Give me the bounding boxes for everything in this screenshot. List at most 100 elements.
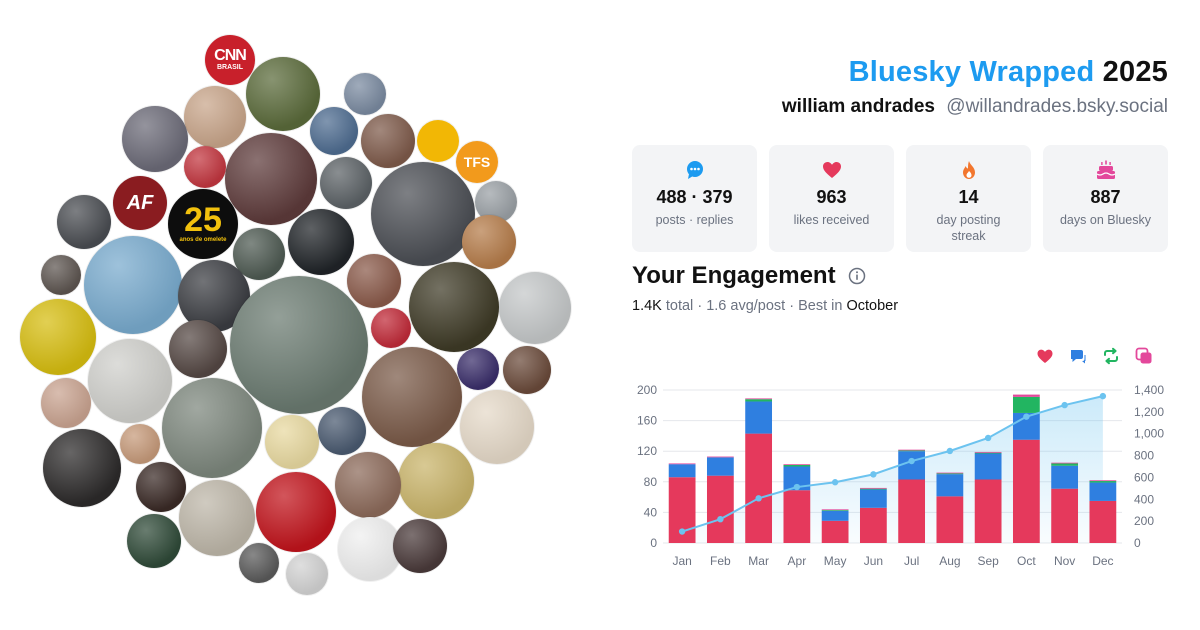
x-tick-label: Jan <box>672 554 691 568</box>
year-label: 2025 <box>1102 56 1168 88</box>
avatar-bubble <box>136 462 186 512</box>
total-word: total <box>665 298 694 314</box>
bar-segment-replies <box>936 474 964 497</box>
bar-segment-reposts <box>974 452 1002 454</box>
bar-segment-quotes <box>859 487 887 489</box>
avatar-bubble <box>20 299 96 375</box>
best-prefix: Best in <box>798 298 843 314</box>
bar-segment-quotes <box>898 449 926 451</box>
stat-card-likes: 963 likes received <box>769 145 894 252</box>
bar-segment-replies <box>783 466 811 491</box>
avatar-bubble <box>457 348 499 390</box>
avatar-bubble <box>347 254 401 308</box>
cumulative-point <box>717 515 724 523</box>
stat-value: 963 <box>816 187 847 207</box>
avatar-bubble <box>84 236 182 334</box>
cumulative-point <box>793 483 801 491</box>
cnn-logo-subtext: BRASIL <box>216 64 244 72</box>
bar-segment-likes <box>936 496 964 543</box>
avatar-bubble <box>233 228 285 280</box>
engagement-chart: 0 40 80 120 160 200 0 200 400 600 800 1,000 1,200 1,4… <box>637 383 1164 568</box>
display-name: william andrades <box>781 96 936 117</box>
bar-segment-replies <box>859 489 887 508</box>
avatar-bubble <box>225 133 317 225</box>
avatar-bubble <box>320 157 372 209</box>
avatar-bubble <box>239 543 279 583</box>
section-title-text: Your Engagement <box>632 262 836 289</box>
heart-icon[interactable] <box>1036 347 1054 365</box>
bar-segment-quotes <box>706 456 734 458</box>
bar-segment-reposts <box>745 399 773 402</box>
bar-segment-likes <box>974 479 1002 543</box>
repost-icon[interactable] <box>1102 347 1120 365</box>
user-line: william andrades @willandrades.bsky.soci… <box>782 96 1168 118</box>
bar-segment-quotes <box>821 509 849 511</box>
x-tick-label: Feb <box>710 554 731 568</box>
user-handle: @willandrades.bsky.social <box>946 96 1168 117</box>
avatar-bubble <box>246 57 320 131</box>
bar-segment-reposts <box>783 464 811 467</box>
y-right-tick-label: 1,000 <box>1134 427 1164 441</box>
stat-card-streak: 14 day posting streak <box>906 145 1031 252</box>
avatar-bubble <box>179 480 255 556</box>
avatar-bubble <box>120 424 160 464</box>
x-tick-label: Apr <box>788 554 807 568</box>
y-right-tick-label: 1,200 <box>1134 405 1164 419</box>
bar-segment-reposts <box>859 488 887 490</box>
bar-segment-replies <box>821 510 849 521</box>
x-tick-label: Oct <box>1017 554 1036 568</box>
avatar-bubble <box>318 407 366 455</box>
avatar-bubble <box>127 514 181 568</box>
y-left-tick-label: 40 <box>644 505 658 519</box>
avatar-bubble <box>503 346 551 394</box>
bar-segment-reposts <box>1012 396 1040 413</box>
page-title: Bluesky Wrapped 2025 <box>849 56 1168 89</box>
bar-segment-quotes <box>936 472 964 474</box>
avatar-bubble <box>371 308 411 348</box>
omelete-logo-number: 25 <box>184 201 222 239</box>
bar-segment-replies <box>745 401 773 434</box>
chat-bubble-icon <box>686 161 703 179</box>
stat-label: day posting streak <box>936 213 1001 243</box>
x-tick-label: May <box>824 554 847 568</box>
bar-segment-reposts <box>936 473 964 475</box>
af-logo-text: AF <box>126 192 154 214</box>
bar-segment-likes <box>1012 439 1040 543</box>
avatar-bubble <box>256 472 336 552</box>
stat-value: 488 · 379 <box>656 187 733 207</box>
avatar-bubble <box>230 276 368 414</box>
info-icon[interactable] <box>848 267 866 285</box>
bar-segment-reposts <box>1051 463 1079 466</box>
cumulative-point <box>678 528 686 535</box>
y-right-tick-label: 800 <box>1134 449 1154 463</box>
avatar-bubble <box>335 452 401 518</box>
cumulative-point <box>1099 392 1107 400</box>
bar-segment-quotes <box>783 464 811 465</box>
quote-icon[interactable] <box>1135 347 1153 365</box>
avatar-bubble <box>371 162 475 266</box>
avatar-bubble-cluster: CNN BRASIL TFS AF 25 anos de omelete <box>20 35 571 595</box>
avatar-bubble <box>310 107 358 155</box>
cumulative-point <box>1061 401 1068 409</box>
cake-icon <box>1096 160 1115 179</box>
chart-legend <box>1036 347 1153 365</box>
avatar-bubble <box>393 519 447 573</box>
tfs-logo-text: TFS <box>463 153 491 170</box>
bar-segment-likes <box>898 479 926 543</box>
y-right-tick-label: 1,400 <box>1134 383 1164 397</box>
x-tick-label: Sep <box>977 554 999 568</box>
reply-icon[interactable] <box>1069 347 1087 365</box>
section-title: Your Engagement <box>632 262 866 290</box>
cumulative-point <box>946 447 954 455</box>
avatar-bubble: CNN BRASIL <box>205 35 255 85</box>
avatar-bubble: AF <box>113 176 167 230</box>
x-tick-label: Aug <box>939 554 960 568</box>
stat-label: days on Bluesky <box>1059 213 1152 227</box>
cumulative-point <box>1023 413 1030 420</box>
y-right-tick-label: 600 <box>1134 470 1154 484</box>
avatar-bubble <box>338 517 402 581</box>
cumulative-point <box>755 495 762 502</box>
avatar-bubble <box>499 272 571 344</box>
bar-segment-replies <box>1051 465 1079 489</box>
cnn-logo-text: CNN <box>214 46 247 64</box>
